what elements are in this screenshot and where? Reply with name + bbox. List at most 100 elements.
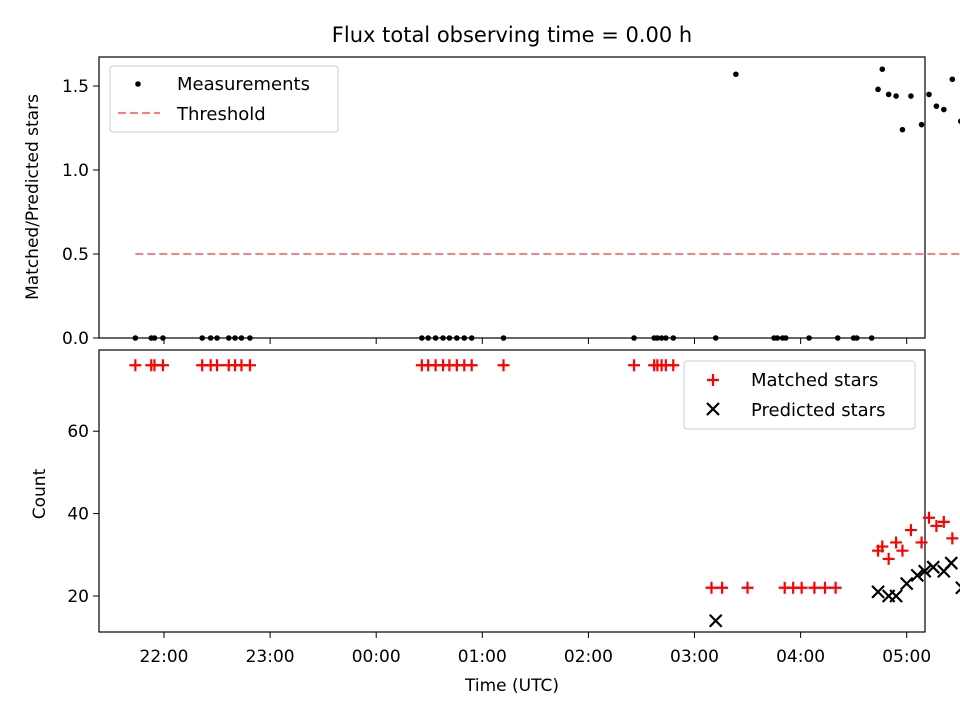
measurement-point: [199, 335, 205, 341]
top-y-tick-label: 1.5: [62, 77, 89, 97]
measurement-point: [875, 86, 881, 93]
legend-matched-label: Matched stars: [751, 370, 878, 391]
top-y-tick-label: 1.0: [62, 161, 89, 181]
legend-matched-marker: [707, 374, 719, 386]
measurement-point: [774, 335, 781, 341]
measurement-point: [806, 335, 812, 341]
matched-star-point: [930, 519, 943, 532]
measurement-point: [132, 335, 139, 341]
matched-star-point: [915, 536, 928, 549]
matched-star-point: [937, 515, 950, 528]
bottom-x-tick-label: 22:00: [140, 647, 189, 667]
measurement-point: [782, 335, 789, 341]
measurement-point: [834, 335, 841, 341]
measurement-point: [247, 335, 253, 341]
matched-star-point: [628, 359, 641, 372]
bottom-x-tick-label: 04:00: [776, 647, 825, 667]
matched-star-point: [667, 359, 680, 372]
measurement-point: [214, 335, 220, 341]
measurement-point: [446, 335, 453, 341]
measurement-point: [893, 93, 899, 99]
measurement-point: [500, 335, 507, 341]
matched-star-point: [876, 540, 889, 553]
measurement-point: [854, 335, 860, 341]
bottom-panel: 20 40 60 22:00 23:00 00:00 01:00 02:00 03:00 04:…: [30, 349, 960, 696]
matched-star-point: [882, 552, 895, 565]
measurement-point: [461, 335, 468, 341]
matched-star-point: [896, 544, 909, 557]
measurement-point: [941, 106, 947, 113]
matched-star-point: [808, 581, 821, 594]
measurement-point: [631, 335, 637, 341]
matched-star-point: [946, 532, 959, 545]
measurement-point: [663, 335, 669, 341]
predicted-star-point: [708, 613, 723, 628]
measurement-point: [868, 335, 875, 341]
measurement-point: [654, 335, 661, 341]
measurement-point: [908, 93, 914, 99]
bottom-x-tick-label: 03:00: [670, 647, 719, 667]
measurement-point: [160, 335, 166, 341]
matched-star-point: [795, 581, 808, 594]
measurement-point: [879, 66, 886, 72]
predicted-star-point: [899, 576, 914, 591]
legend-measurements-label: Measurements: [177, 74, 310, 95]
top-y-tick-label: 0.0: [62, 329, 89, 349]
matched-star-point: [129, 359, 142, 372]
measurement-point: [885, 91, 892, 98]
measurement-point: [933, 103, 940, 109]
matched-star-point: [741, 581, 754, 594]
bottom-y-tick-label: 20: [67, 587, 89, 607]
top-panel-frame: [98, 56, 926, 339]
measurement-point: [151, 335, 158, 341]
bottom-y-tick-label: 40: [67, 505, 89, 525]
matched-star-point: [922, 511, 935, 524]
matched-star-point: [890, 536, 903, 549]
measurement-point: [658, 335, 665, 341]
legend-predicted-marker: [706, 402, 720, 416]
bottom-panel-frame: [98, 349, 926, 633]
bottom-x-tick-label: 00:00: [352, 647, 401, 667]
measurement-point: [712, 335, 719, 341]
bottom-legend: Matched stars Predicted stars: [683, 360, 916, 430]
matched-star-point: [465, 359, 478, 372]
measurement-point: [733, 71, 739, 78]
measurement-point: [949, 76, 956, 83]
predicted-star-point: [910, 568, 925, 583]
matched-star-point: [716, 581, 729, 594]
top-legend: Measurements Threshold: [109, 65, 339, 133]
measurement-point: [225, 335, 232, 341]
matched-star-point: [829, 581, 842, 594]
predicted-star-point: [889, 589, 903, 603]
measurement-point: [207, 335, 214, 341]
top-legend-box: [109, 65, 339, 133]
matched-star-point: [243, 359, 256, 372]
measurement-point: [419, 335, 425, 341]
matched-star-point: [819, 581, 832, 594]
matched-star-point: [497, 359, 510, 372]
bottom-x-tick-label: 23:00: [246, 647, 295, 667]
measurement-point: [440, 335, 446, 341]
bottom-x-tick-label: 01:00: [458, 647, 507, 667]
chart-title: Flux total observing time = 0.00 h: [332, 23, 692, 47]
measurement-point: [468, 335, 475, 341]
x-axis-label: Time (UTC): [464, 676, 559, 696]
matched-star-point: [211, 359, 224, 372]
bottom-x-tick-label: 05:00: [882, 647, 931, 667]
top-panel: 0.0 0.5 1.0 1.5 Matched/Predicted stars Mea…: [23, 56, 960, 349]
measurement-point: [238, 335, 245, 341]
measurement-point: [432, 335, 439, 341]
predicted-star-point: [917, 564, 932, 579]
measurement-point: [232, 335, 238, 341]
top-y-tick-label: 0.5: [62, 245, 89, 265]
measurement-point: [918, 121, 925, 128]
bottom-y-axis-label: Count: [30, 468, 50, 519]
legend-measurements-marker: [135, 81, 141, 87]
bottom-legend-box: [683, 360, 916, 430]
predicted-star-point: [926, 560, 941, 574]
measurement-point: [670, 335, 677, 341]
legend-threshold-label: Threshold: [176, 104, 266, 125]
measurement-point: [899, 126, 906, 133]
bottom-x-tick-label: 02:00: [564, 647, 613, 667]
